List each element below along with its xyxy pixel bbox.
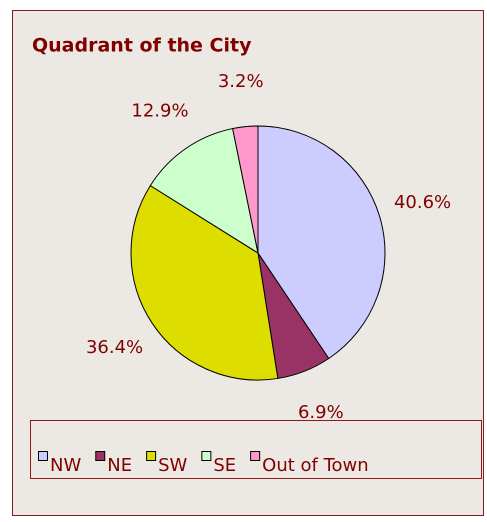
legend-label: SE (213, 455, 236, 476)
legend-swatch (146, 451, 157, 461)
pie-slice (130, 184, 279, 381)
data-label: 3.2% (218, 71, 264, 92)
legend-swatch (38, 451, 48, 461)
legend-label: Out of Town (262, 455, 369, 476)
legend-swatch (95, 451, 106, 461)
legend-label: NE (107, 455, 132, 476)
data-label: 36.4% (86, 337, 143, 358)
pie-slice (149, 127, 259, 255)
legend-box (30, 420, 482, 479)
legend-label: NW (50, 455, 81, 476)
legend-swatch (250, 451, 261, 461)
pie-slice (257, 125, 386, 360)
data-label: 40.6% (394, 192, 451, 213)
pie-slice (232, 125, 259, 254)
legend-swatch (201, 451, 212, 461)
legend-label: SW (158, 455, 187, 476)
data-label: 12.9% (131, 101, 188, 122)
data-label: 6.9% (298, 402, 344, 423)
chart-title: Quadrant of the City (32, 35, 252, 57)
